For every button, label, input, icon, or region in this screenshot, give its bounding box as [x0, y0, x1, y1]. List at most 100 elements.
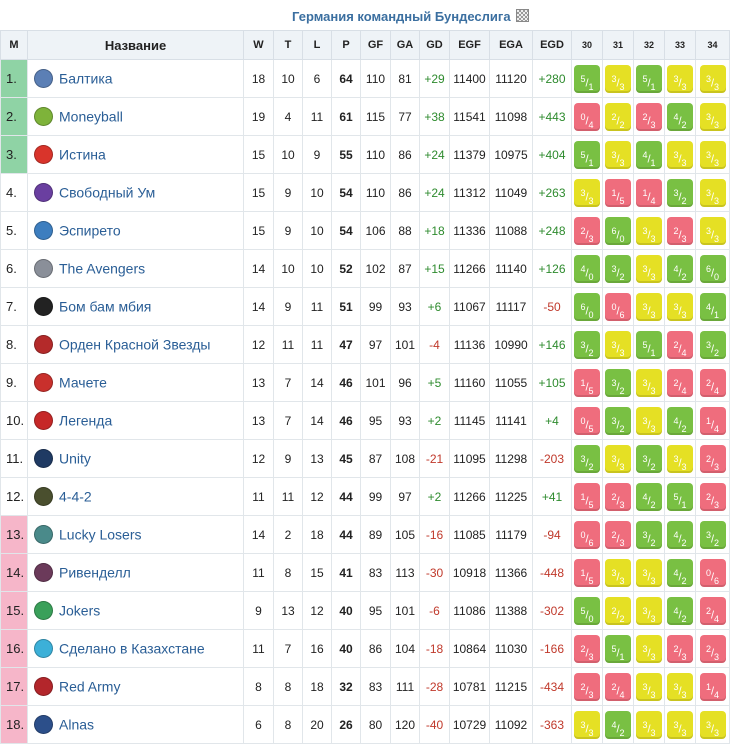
match-result-chip[interactable]: 1/4 — [699, 672, 726, 701]
lucky-losers-logo[interactable] — [34, 525, 53, 544]
match-result-chip[interactable]: 3/2 — [636, 520, 662, 549]
match-result-chip[interactable]: 0/5 — [574, 406, 600, 435]
match-result-chip[interactable]: 2/3 — [667, 216, 693, 245]
match-result-chip[interactable]: 4/2 — [667, 558, 693, 587]
team-name-cell[interactable]: Ривенделл — [27, 553, 244, 592]
match-result-chip[interactable]: 0/6 — [605, 292, 631, 321]
match-result-chip[interactable]: 2/3 — [667, 634, 693, 663]
match-result-chip[interactable]: 1/5 — [574, 368, 600, 397]
team-name-link[interactable]: Unity — [59, 450, 91, 467]
match-result-chip[interactable]: 3/3 — [605, 444, 631, 473]
team-name-link[interactable]: The Avengers — [59, 260, 146, 277]
team-name-link[interactable]: Lucky Losers — [59, 526, 142, 543]
match-result-chip[interactable]: 3/3 — [699, 710, 726, 739]
match-result-chip[interactable]: 3/3 — [667, 672, 693, 701]
match-result-chip[interactable]: 4/1 — [699, 292, 726, 321]
team-name-link[interactable]: Moneyball — [59, 108, 123, 125]
team-name-link[interactable]: Red Army — [59, 678, 121, 695]
team-name-link[interactable]: Эспирето — [59, 222, 121, 239]
match-result-chip[interactable]: 1/5 — [605, 178, 631, 207]
match-result-chip[interactable]: 2/4 — [667, 368, 693, 397]
match-result-chip[interactable]: 1/4 — [636, 178, 662, 207]
match-result-chip[interactable]: 0/6 — [574, 520, 600, 549]
match-result-chip[interactable]: 3/2 — [667, 178, 693, 207]
match-result-chip[interactable]: 5/0 — [574, 596, 600, 625]
team-name-link[interactable]: Истина — [59, 146, 106, 163]
team-name-cell[interactable]: Свободный Ум — [27, 173, 244, 212]
red-army-logo[interactable] — [34, 677, 53, 696]
legend-logo[interactable] — [34, 411, 53, 430]
team-name-cell[interactable]: Jokers — [27, 591, 244, 630]
match-result-chip[interactable]: 3/2 — [605, 368, 631, 397]
team-name-link[interactable]: Jokers — [59, 602, 101, 619]
match-result-chip[interactable]: 2/4 — [699, 368, 726, 397]
match-result-chip[interactable]: 2/3 — [699, 444, 726, 473]
avengers-logo[interactable] — [34, 259, 53, 278]
match-result-chip[interactable]: 3/3 — [667, 444, 693, 473]
match-result-chip[interactable]: 3/3 — [574, 710, 600, 739]
team-name-link[interactable]: Балтика — [59, 70, 113, 87]
team-name-cell[interactable]: The Avengers — [27, 249, 244, 288]
match-result-chip[interactable]: 3/2 — [699, 520, 726, 549]
machete-logo[interactable] — [34, 373, 53, 392]
team-name-cell[interactable]: Балтика — [27, 59, 244, 98]
match-result-chip[interactable]: 2/3 — [605, 520, 631, 549]
team-name-cell[interactable]: Мачете — [27, 363, 244, 402]
match-result-chip[interactable]: 3/2 — [574, 330, 600, 359]
match-result-chip[interactable]: 3/3 — [699, 178, 726, 207]
match-result-chip[interactable]: 5/1 — [574, 140, 600, 169]
match-result-chip[interactable]: 4/2 — [667, 254, 693, 283]
match-result-chip[interactable]: 2/4 — [667, 330, 693, 359]
match-result-chip[interactable]: 3/3 — [636, 254, 662, 283]
match-result-chip[interactable]: 3/3 — [605, 140, 631, 169]
team-name-cell[interactable]: Эспирето — [27, 211, 244, 250]
match-result-chip[interactable]: 4/1 — [636, 140, 662, 169]
match-result-chip[interactable]: 3/2 — [636, 444, 662, 473]
jokers-logo[interactable] — [34, 601, 53, 620]
match-result-chip[interactable]: 3/3 — [699, 102, 726, 131]
match-result-chip[interactable]: 3/3 — [636, 558, 662, 587]
team-name-cell[interactable]: 4-4-2 — [27, 477, 244, 516]
bom-bam-logo[interactable] — [34, 297, 53, 316]
match-result-chip[interactable]: 3/3 — [574, 178, 600, 207]
match-result-chip[interactable]: 2/3 — [574, 672, 600, 701]
match-result-chip[interactable]: 2/3 — [699, 482, 726, 511]
match-result-chip[interactable]: 5/1 — [574, 64, 600, 93]
match-result-chip[interactable]: 4/2 — [667, 102, 693, 131]
match-result-chip[interactable]: 3/3 — [699, 216, 726, 245]
match-result-chip[interactable]: 3/2 — [699, 330, 726, 359]
team-name-link[interactable]: 4-4-2 — [59, 488, 92, 505]
espireto-logo[interactable] — [34, 221, 53, 240]
match-result-chip[interactable]: 3/3 — [636, 368, 662, 397]
match-result-chip[interactable]: 3/3 — [636, 406, 662, 435]
team-name-cell[interactable]: Сделано в Казахстане — [27, 629, 244, 668]
match-result-chip[interactable]: 3/2 — [574, 444, 600, 473]
match-result-chip[interactable]: 2/3 — [636, 102, 662, 131]
free-mind-logo[interactable] — [34, 183, 53, 202]
match-result-chip[interactable]: 5/1 — [667, 482, 693, 511]
match-result-chip[interactable]: 3/3 — [699, 64, 726, 93]
truth-logo[interactable] — [34, 145, 53, 164]
league-title-text[interactable]: Германия командный Бундеслига — [292, 9, 511, 24]
team-name-cell[interactable]: Moneyball — [27, 97, 244, 136]
match-result-chip[interactable]: 3/3 — [605, 64, 631, 93]
team-name-cell[interactable]: Unity — [27, 439, 244, 478]
match-result-chip[interactable]: 3/3 — [699, 140, 726, 169]
team-name-cell[interactable]: Lucky Losers — [27, 515, 244, 554]
team-name-cell[interactable]: Орден Красной Звезды — [27, 325, 244, 364]
unity-logo[interactable] — [34, 449, 53, 468]
match-result-chip[interactable]: 4/2 — [667, 520, 693, 549]
match-result-chip[interactable]: 3/3 — [636, 634, 662, 663]
4-4-2-logo[interactable] — [34, 487, 53, 506]
match-result-chip[interactable]: 4/2 — [667, 406, 693, 435]
team-name-cell[interactable]: Red Army — [27, 667, 244, 706]
match-result-chip[interactable]: 3/3 — [667, 710, 693, 739]
team-name-link[interactable]: Бом бам мбия — [59, 298, 152, 315]
team-name-link[interactable]: Сделано в Казахстане — [59, 640, 205, 657]
match-result-chip[interactable]: 6/0 — [574, 292, 600, 321]
match-result-chip[interactable]: 3/3 — [667, 292, 693, 321]
match-result-chip[interactable]: 4/2 — [636, 482, 662, 511]
moneyball-logo[interactable] — [34, 107, 53, 126]
team-name-link[interactable]: Орден Красной Звезды — [59, 336, 211, 353]
match-result-chip[interactable]: 4/0 — [574, 254, 600, 283]
